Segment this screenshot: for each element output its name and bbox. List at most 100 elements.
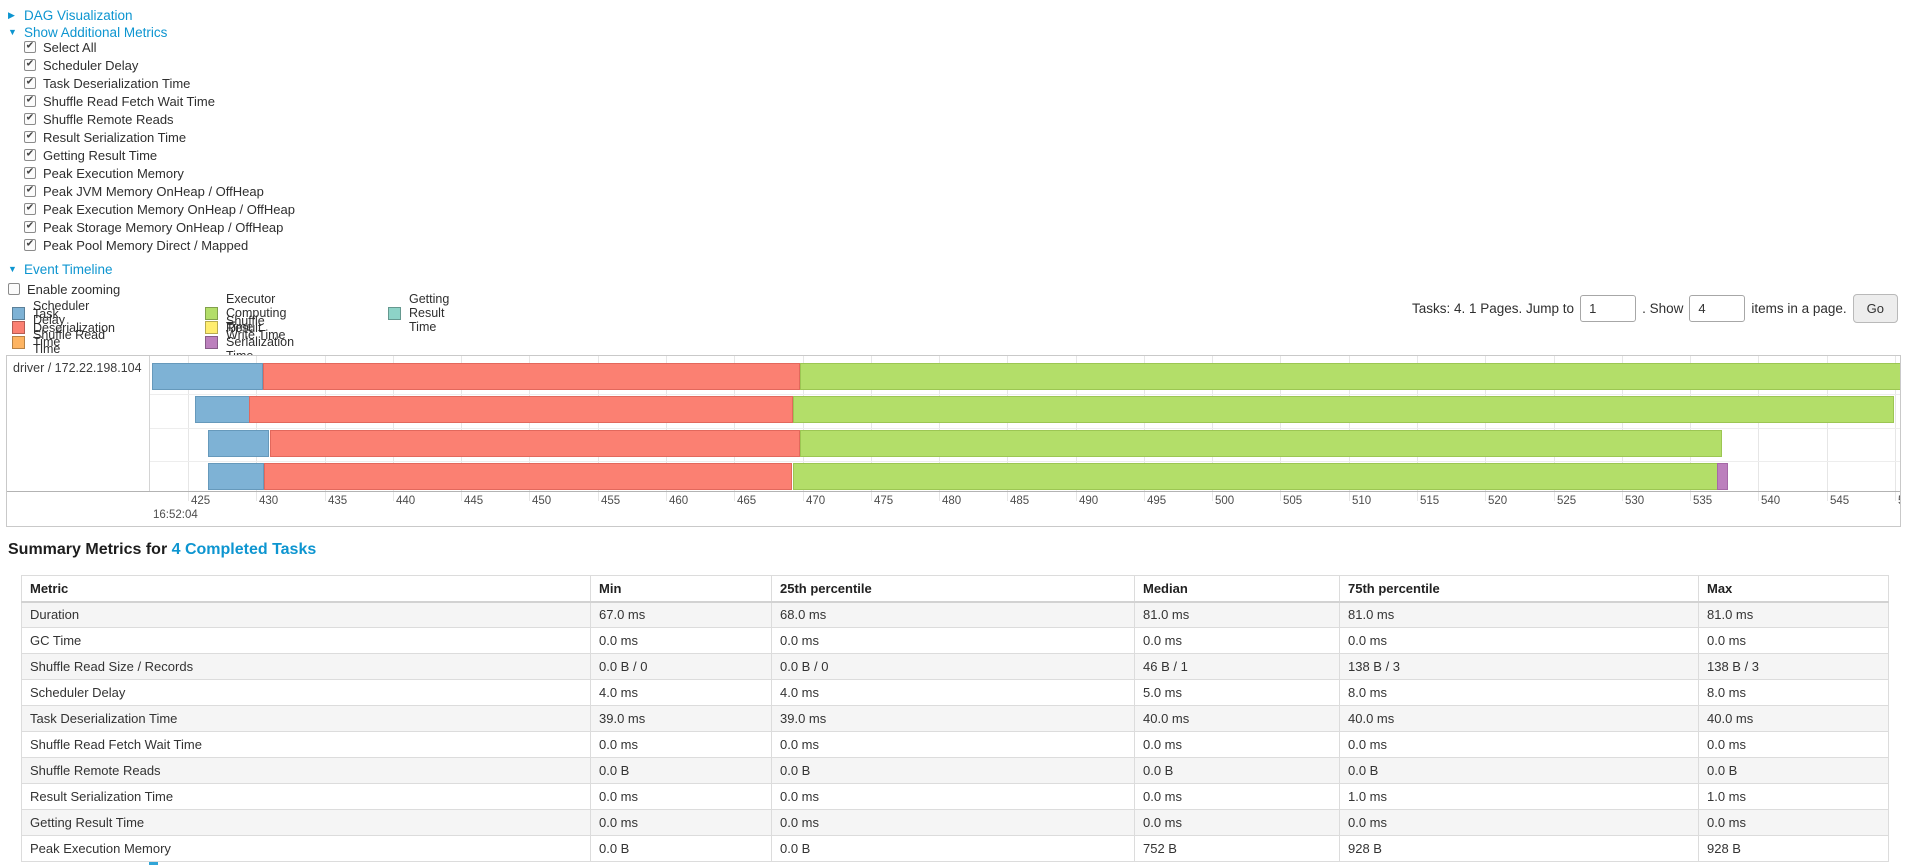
legend-swatch-shuffle_read [12, 335, 25, 349]
task-bar-scheduler_delay[interactable] [152, 363, 263, 390]
table-header-median: Median [1134, 575, 1340, 603]
show-additional-metrics-toggle[interactable]: ▼ Show Additional Metrics [8, 25, 167, 40]
pagination-suffix: items in a page. [1751, 301, 1847, 316]
legend-swatch-shuffle_write [205, 321, 218, 335]
metric-checkbox[interactable] [24, 113, 36, 125]
metric-checkbox-label: Shuffle Remote Reads [43, 111, 174, 127]
metric-name-cell: Scheduler Delay [21, 679, 591, 706]
task-bar-scheduler_delay[interactable] [208, 430, 269, 457]
metric-value-cell: 0.0 B [1134, 757, 1340, 784]
metric-checkbox-row: Select All [24, 38, 295, 56]
task-bar-executor_computing[interactable] [793, 463, 1718, 490]
axis-tick-label: 495 [1147, 495, 1167, 507]
axis-tick-label: 485 [1010, 495, 1030, 507]
metric-value-cell: 0.0 ms [590, 627, 772, 654]
metric-checkbox[interactable] [24, 149, 36, 161]
pagination-mid: . Show [1642, 301, 1684, 316]
task-bar-executor_computing[interactable] [793, 396, 1894, 423]
metric-checkbox[interactable] [24, 239, 36, 251]
metric-value-cell: 4.0 ms [771, 679, 1135, 706]
executor-group-cell: driver / 172.22.198.104 [7, 356, 150, 491]
table-row: Result Serialization Time 0.0 ms 0.0 ms 0.0… [21, 783, 1889, 810]
enable-zooming-checkbox[interactable] [8, 283, 20, 295]
task-bar-executor_computing[interactable] [800, 363, 1900, 390]
metric-checkbox-row: Task Deserialization Time [24, 74, 295, 92]
metric-value-cell: 0.0 B / 0 [590, 653, 772, 680]
metric-checkbox[interactable] [24, 131, 36, 143]
table-header-25th-percentile: 25th percentile [771, 575, 1135, 603]
items-per-page-input[interactable] [1689, 295, 1746, 322]
metric-value-cell: 0.0 ms [1134, 731, 1340, 758]
metric-name-cell: Peak Execution Memory [21, 835, 591, 862]
task-bar-task_deserialization[interactable] [249, 396, 793, 423]
axis-tick-label: 520 [1488, 495, 1508, 507]
axis-tick-label: 480 [942, 495, 962, 507]
event-timeline-chart: driver / 172.22.198.104 425 430 435 440 445 4… [6, 355, 1901, 527]
expanded-arrow-icon: ▼ [8, 27, 17, 37]
axis-tick-label: 545 [1830, 495, 1850, 507]
legend-label: Shuffle Write Time [226, 313, 286, 342]
timeline-axis-major-label: 16:52:04 [153, 509, 198, 521]
metric-checkbox[interactable] [24, 59, 36, 71]
go-button[interactable]: Go [1852, 294, 1898, 323]
metric-value-cell: 0.0 ms [1339, 731, 1699, 758]
metric-value-cell: 0.0 B / 0 [771, 653, 1135, 680]
dag-visualization-toggle[interactable]: ▶ DAG Visualization [8, 8, 133, 23]
metric-checkbox[interactable] [24, 203, 36, 215]
metric-name-cell: Duration [21, 601, 591, 628]
legend-item: Getting Result Time [388, 292, 449, 334]
metric-name-cell: Shuffle Read Size / Records [21, 653, 591, 680]
task-bar-task_deserialization[interactable] [264, 463, 792, 490]
legend-item: Scheduler Delay [12, 299, 115, 327]
executor-group-label: driver / 172.22.198.104 [13, 361, 142, 375]
task-bar-task_deserialization[interactable] [270, 430, 800, 457]
metric-name-cell: GC Time [21, 627, 591, 654]
task-bar-executor_computing[interactable] [800, 430, 1722, 457]
task-bar-task_deserialization[interactable] [263, 363, 800, 390]
metric-value-cell: 0.0 ms [1134, 809, 1340, 836]
table-row: Getting Result Time 0.0 ms 0.0 ms 0.0 ms 0.0… [21, 809, 1889, 836]
metric-checkbox[interactable] [24, 95, 36, 107]
legend-item: Shuffle Write Time [205, 314, 294, 342]
metric-checkbox-row: Shuffle Remote Reads [24, 110, 295, 128]
metric-checkbox-row: Peak Storage Memory OnHeap / OffHeap [24, 218, 295, 236]
metric-name-cell: Result Serialization Time [21, 783, 591, 810]
table-row: Duration 67.0 ms 68.0 ms 81.0 ms 81.0 ms 81.0… [21, 601, 1889, 628]
metric-checkbox[interactable] [24, 41, 36, 53]
table-row: Shuffle Read Size / Records 0.0 B / 0 0.0 … [21, 653, 1889, 680]
metric-value-cell: 39.0 ms [590, 705, 772, 732]
task-bar-result_serialization[interactable] [1717, 463, 1728, 490]
metric-name-cell: Shuffle Read Fetch Wait Time [21, 731, 591, 758]
metric-checkbox-label: Peak Execution Memory [43, 165, 184, 181]
collapsed-arrow-icon: ▶ [8, 10, 15, 20]
metric-checkbox-row: Getting Result Time [24, 146, 295, 164]
axis-tick-label: 435 [328, 495, 348, 507]
metric-checkbox[interactable] [24, 185, 36, 197]
metric-value-cell: 8.0 ms [1698, 679, 1889, 706]
metric-value-cell: 0.0 ms [771, 731, 1135, 758]
completed-tasks-link[interactable]: 4 Completed Tasks [171, 541, 317, 558]
metric-value-cell: 0.0 B [1339, 757, 1699, 784]
metric-value-cell: 40.0 ms [1339, 705, 1699, 732]
metric-checkbox[interactable] [24, 221, 36, 233]
table-row: Shuffle Remote Reads 0.0 B 0.0 B 0.0 B 0.0 B… [21, 757, 1889, 784]
task-bar-scheduler_delay[interactable] [195, 396, 250, 423]
legend-item: Shuffle Read Time [12, 328, 115, 356]
task-bar-scheduler_delay[interactable] [208, 463, 264, 490]
table-header-metric: Metric [21, 575, 591, 603]
metric-checkbox-row: Result Serialization Time [24, 128, 295, 146]
metric-value-cell: 0.0 ms [1698, 627, 1889, 654]
metric-value-cell: 0.0 ms [1698, 809, 1889, 836]
table-row: Peak Execution Memory 0.0 B 0.0 B 752 B 928 … [21, 835, 1889, 862]
event-timeline-toggle[interactable]: ▼ Event Timeline [8, 262, 113, 277]
metric-checkbox[interactable] [24, 167, 36, 179]
metric-checkbox-label: Peak Storage Memory OnHeap / OffHeap [43, 219, 284, 235]
table-body: Duration 67.0 ms 68.0 ms 81.0 ms 81.0 ms 81.0… [21, 601, 1889, 862]
metric-name-cell: Task Deserialization Time [21, 705, 591, 732]
jump-to-page-input[interactable] [1580, 295, 1637, 322]
metric-value-cell: 928 B [1698, 835, 1889, 862]
axis-tick-label: 505 [1283, 495, 1303, 507]
legend-swatch-getting_result [388, 306, 401, 320]
metric-checkbox[interactable] [24, 77, 36, 89]
metric-checkbox-row: Shuffle Read Fetch Wait Time [24, 92, 295, 110]
